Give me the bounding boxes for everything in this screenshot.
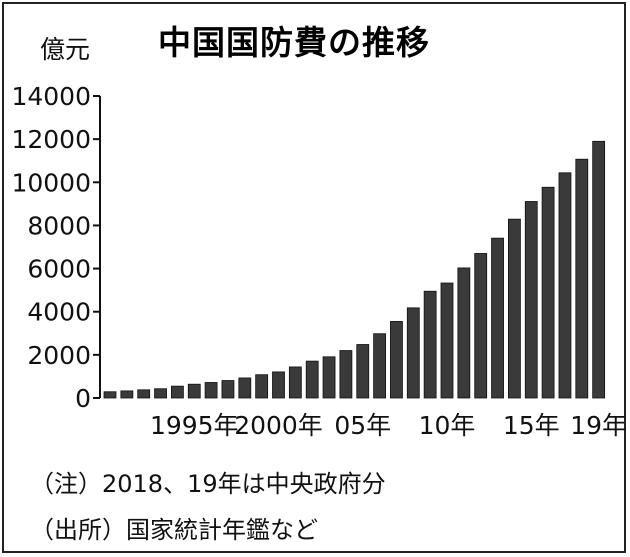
bar	[423, 290, 437, 399]
y-axis-unit-label: 億元	[40, 35, 91, 64]
bar	[406, 307, 420, 399]
chart-frame	[2, 2, 626, 553]
bar	[507, 218, 521, 399]
y-tick-label: 12000	[11, 125, 91, 154]
x-tick-label: 15年	[503, 411, 560, 440]
bar	[288, 366, 302, 399]
bar	[154, 388, 167, 399]
footnote-note: （注）2018、19年は中央政府分	[30, 470, 386, 498]
y-tick-label: 6000	[27, 255, 91, 284]
bar	[390, 321, 403, 399]
bar	[491, 237, 504, 399]
y-tick-label: 2000	[27, 341, 91, 370]
bar	[356, 344, 370, 399]
bar	[221, 380, 235, 399]
bar	[541, 186, 555, 399]
bar	[305, 360, 319, 399]
bar	[457, 267, 471, 399]
bar	[558, 172, 572, 399]
x-tick-label: 10年	[419, 411, 476, 440]
bar	[322, 356, 336, 399]
bar	[575, 158, 589, 399]
bar	[187, 383, 201, 399]
bar	[204, 382, 218, 399]
footnote-source: （出所）国家統計年鑑など	[30, 516, 318, 544]
bar	[339, 350, 353, 399]
y-tick-label: 14000	[11, 82, 91, 111]
bar	[272, 371, 285, 399]
bar	[170, 385, 184, 399]
y-tick-label: 8000	[27, 211, 91, 240]
bar	[373, 333, 387, 399]
bar	[474, 253, 488, 399]
x-tick-label: 05年	[334, 411, 391, 440]
x-tick-label: 2000年	[234, 411, 323, 440]
chart-title: 中国国防費の推移	[158, 23, 430, 62]
bar	[440, 282, 454, 399]
bar	[524, 201, 538, 399]
y-tick-label: 4000	[27, 298, 91, 327]
x-tick-label: 1995年	[150, 411, 239, 440]
y-tick-label: 10000	[11, 168, 91, 197]
bar	[255, 374, 269, 399]
bar	[238, 377, 252, 399]
bar	[137, 389, 151, 399]
bar	[103, 391, 117, 399]
x-tick-label: 19年	[570, 411, 627, 440]
bar	[120, 390, 134, 399]
bar	[592, 140, 606, 399]
y-tick-label: 0	[75, 384, 91, 413]
